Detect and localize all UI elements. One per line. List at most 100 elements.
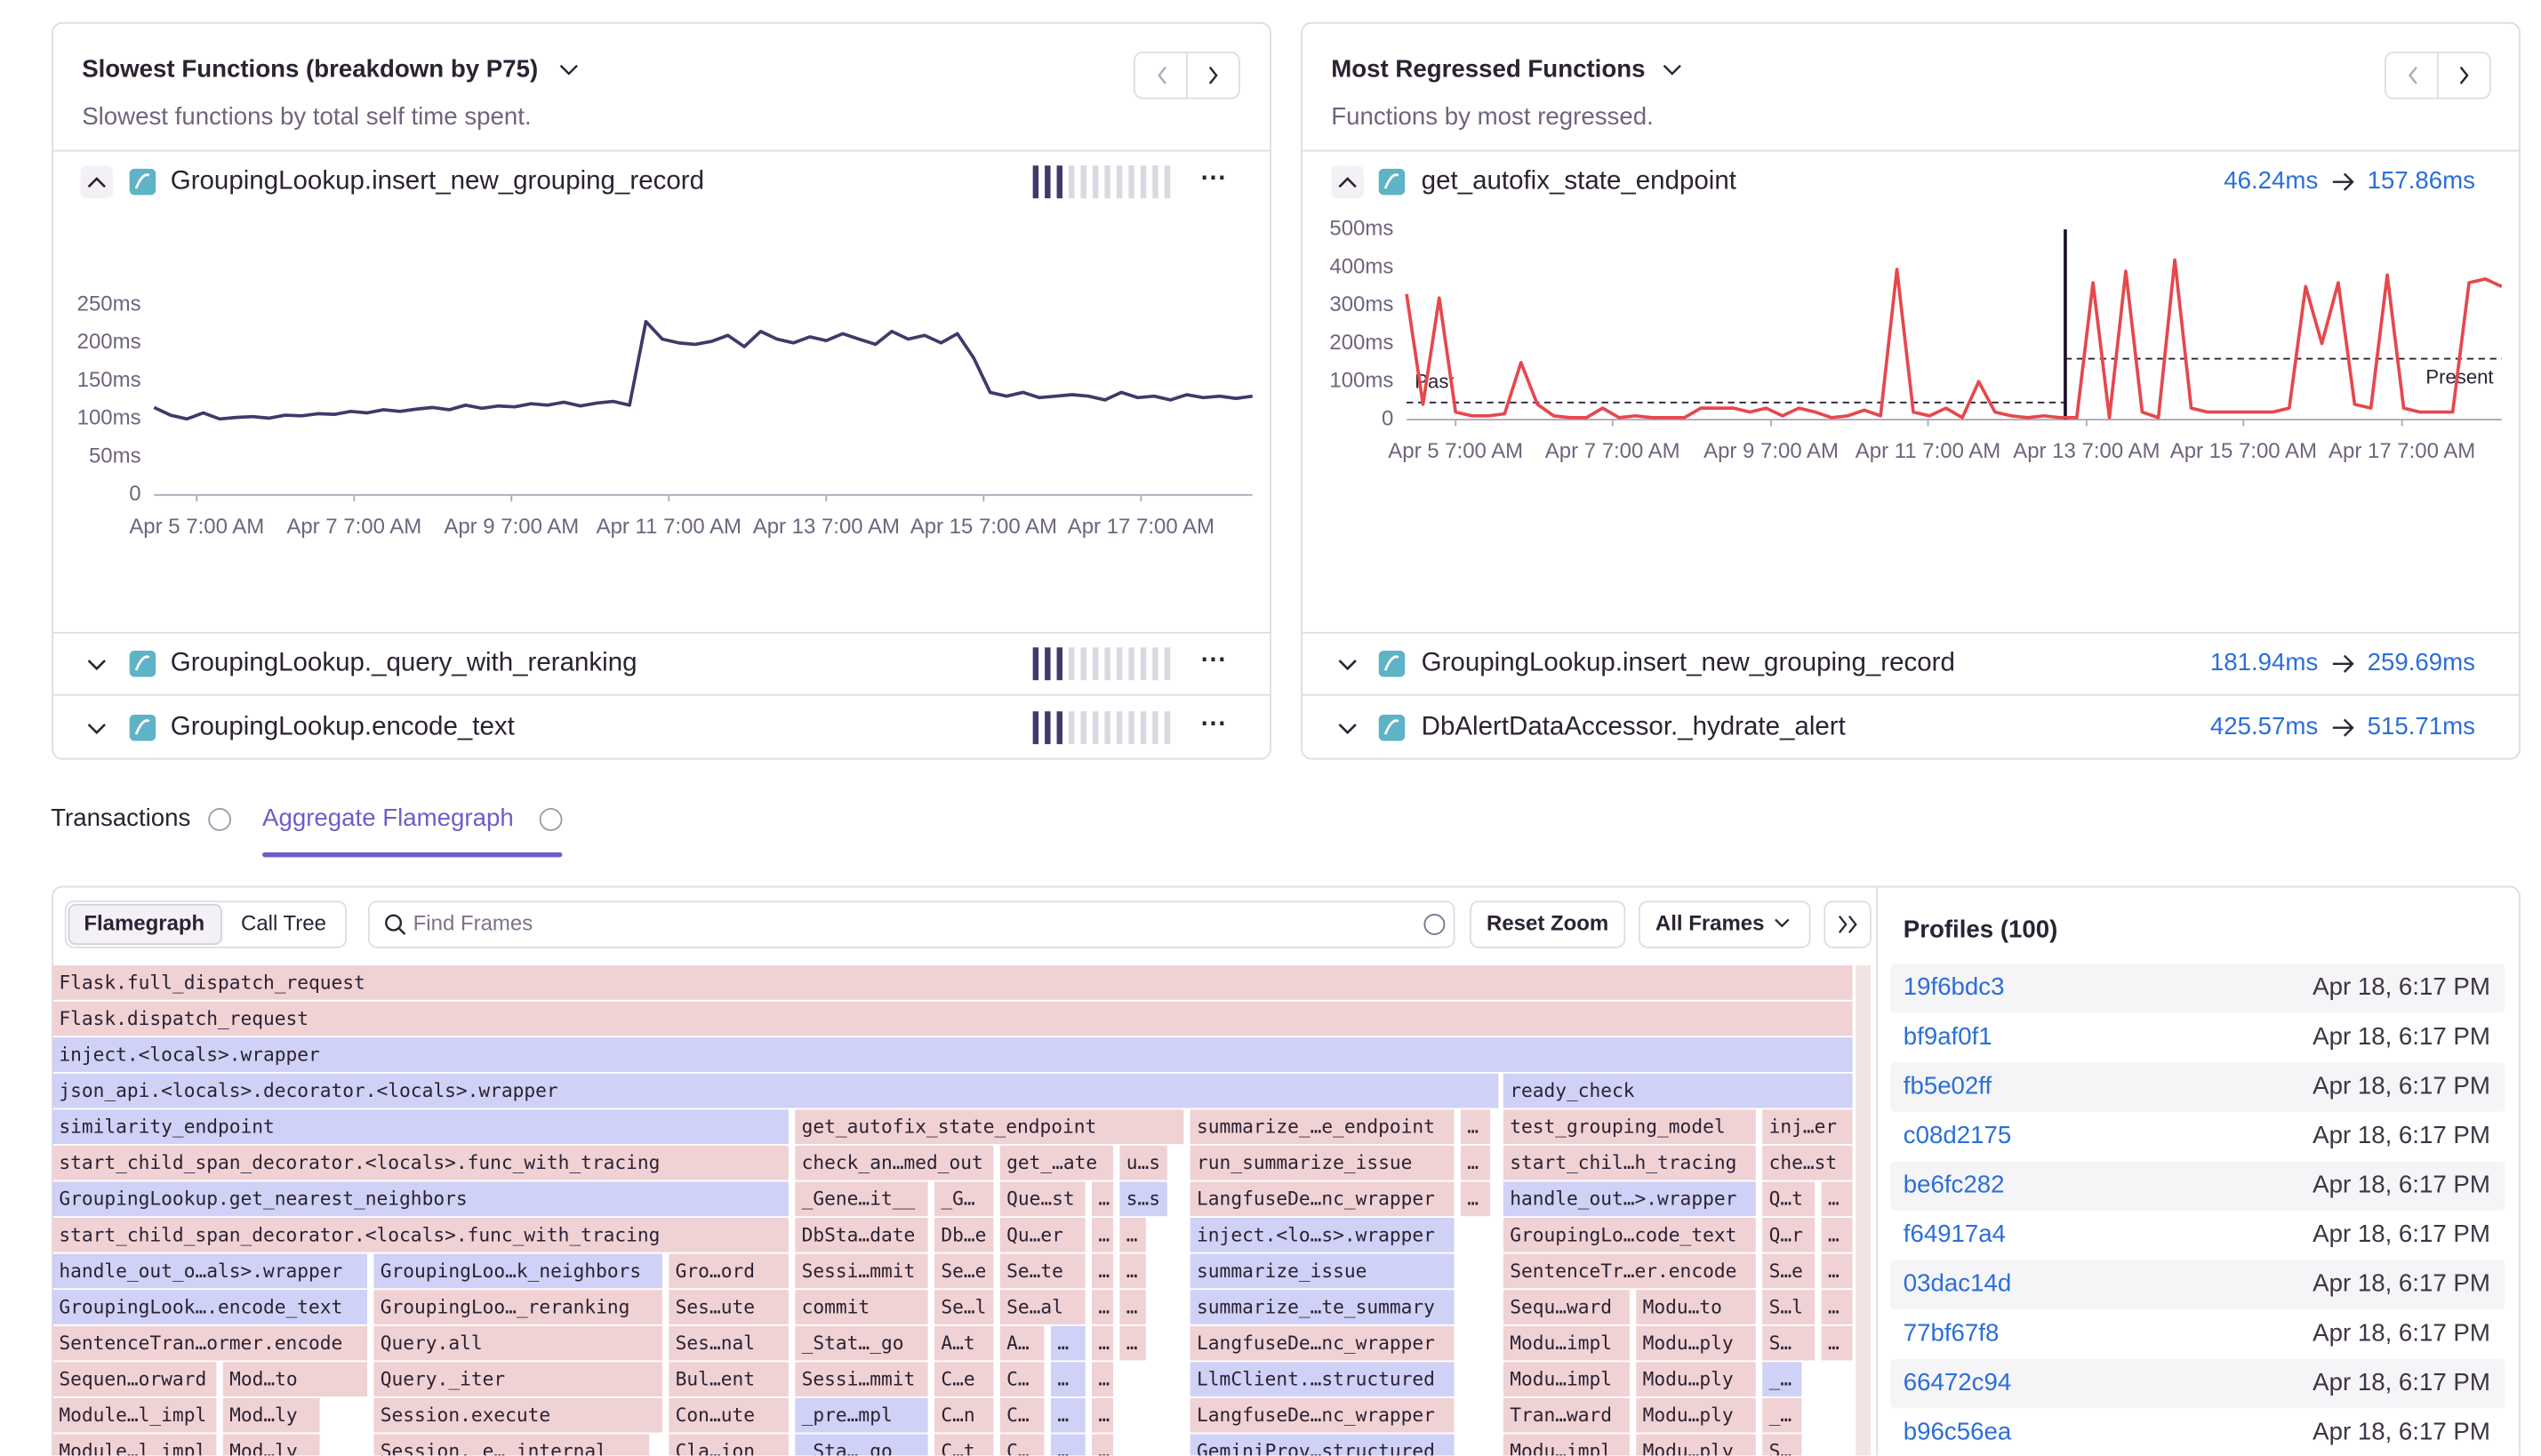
frame[interactable] — [1503, 1145, 1756, 1180]
frame[interactable] — [1050, 1325, 1086, 1361]
frame[interactable] — [1821, 1325, 1853, 1361]
frame[interactable] — [1119, 1325, 1146, 1361]
frame[interactable] — [1092, 1434, 1114, 1456]
info-icon[interactable] — [1423, 913, 1446, 935]
frame[interactable] — [999, 1325, 1045, 1361]
frame[interactable] — [1636, 1397, 1756, 1433]
frame[interactable] — [1821, 1290, 1853, 1324]
frame[interactable] — [1190, 1434, 1455, 1456]
frame[interactable] — [1762, 1290, 1816, 1324]
frame[interactable] — [1050, 1362, 1086, 1397]
frame[interactable] — [373, 1434, 650, 1456]
frame[interactable] — [1190, 1290, 1455, 1324]
frame[interactable] — [1190, 1253, 1455, 1289]
prev-button[interactable] — [1158, 66, 1166, 84]
frame[interactable] — [1119, 1290, 1146, 1324]
frame[interactable] — [1762, 1253, 1816, 1289]
frame[interactable] — [1503, 1362, 1630, 1397]
more-menu[interactable]: ⋯ — [1200, 708, 1227, 738]
frame[interactable] — [795, 1325, 928, 1361]
frame[interactable] — [1636, 1325, 1756, 1361]
collapse-row[interactable] — [1338, 177, 1357, 188]
next-button[interactable] — [1208, 66, 1218, 84]
profile-id[interactable]: 03dac14d — [1904, 1269, 2011, 1297]
toggle-active[interactable] — [68, 903, 222, 946]
profile-id[interactable]: 77bf67f8 — [1904, 1318, 2000, 1346]
toggle-button[interactable]: Call Tree — [241, 911, 326, 935]
frame[interactable] — [1503, 1397, 1630, 1433]
frame[interactable] — [1092, 1362, 1114, 1397]
frame[interactable] — [1119, 1181, 1167, 1217]
frame[interactable] — [669, 1290, 789, 1324]
frame[interactable] — [1503, 1073, 1853, 1108]
tab-active[interactable]: Aggregate Flamegraph — [262, 804, 514, 831]
frame[interactable] — [1762, 1325, 1816, 1361]
profile-id[interactable]: c08d2175 — [1904, 1121, 2011, 1148]
collapse-row[interactable] — [87, 177, 106, 188]
frame[interactable] — [1762, 1397, 1802, 1433]
frame[interactable] — [934, 1434, 994, 1456]
frame[interactable] — [795, 1181, 928, 1217]
frame[interactable] — [1190, 1109, 1455, 1145]
frame[interactable] — [1762, 1145, 1853, 1180]
frame[interactable] — [1119, 1253, 1146, 1289]
frame[interactable] — [1050, 1397, 1086, 1433]
frame[interactable] — [795, 1397, 928, 1433]
frame[interactable] — [373, 1253, 662, 1289]
frame[interactable] — [1762, 1181, 1816, 1217]
frame[interactable] — [795, 1253, 928, 1289]
frame[interactable] — [795, 1434, 928, 1456]
frame[interactable] — [934, 1253, 994, 1289]
frame[interactable] — [795, 1290, 928, 1324]
frame[interactable] — [795, 1145, 994, 1180]
frame[interactable] — [1762, 1218, 1816, 1252]
more-menu[interactable]: ⋯ — [1200, 163, 1227, 192]
frame[interactable] — [999, 1253, 1086, 1289]
profile-id[interactable]: b96c56ea — [1904, 1418, 2012, 1445]
frame[interactable] — [1503, 1109, 1756, 1145]
dropdown-icon[interactable] — [1663, 64, 1681, 76]
frame[interactable] — [1050, 1434, 1086, 1456]
frame[interactable] — [52, 1325, 368, 1361]
frame[interactable] — [52, 1145, 789, 1180]
frame[interactable] — [934, 1397, 994, 1433]
frame[interactable] — [1460, 1145, 1491, 1180]
frame[interactable] — [999, 1397, 1045, 1433]
frame[interactable] — [1190, 1218, 1455, 1252]
profile-id[interactable]: 19f6bdc3 — [1904, 972, 2005, 1000]
frame[interactable] — [795, 1109, 1184, 1145]
frame[interactable] — [52, 1290, 368, 1324]
frame[interactable] — [1119, 1218, 1146, 1252]
frame[interactable] — [934, 1290, 994, 1324]
card-title[interactable]: Most Regressed Functions — [1331, 55, 1645, 83]
profile-id[interactable]: be6fc282 — [1904, 1171, 2005, 1198]
frame[interactable] — [52, 1001, 1853, 1036]
frame[interactable] — [52, 1181, 789, 1217]
frame[interactable] — [1503, 1325, 1630, 1361]
card-title[interactable]: Slowest Functions (breakdown by P75) — [82, 55, 538, 83]
frame[interactable] — [795, 1218, 928, 1252]
frame[interactable] — [52, 1434, 217, 1456]
frame[interactable] — [999, 1218, 1086, 1252]
frame[interactable] — [1503, 1253, 1756, 1289]
expand-row[interactable] — [1338, 660, 1357, 671]
frame[interactable] — [1190, 1362, 1455, 1397]
help-icon[interactable] — [208, 808, 231, 831]
frame[interactable] — [1503, 1290, 1630, 1324]
frame[interactable] — [1636, 1290, 1756, 1324]
frame[interactable] — [52, 1218, 789, 1252]
profile-id[interactable]: f64917a4 — [1904, 1220, 2006, 1247]
frame[interactable] — [52, 1397, 217, 1433]
button-label[interactable]: Reset Zoom — [1487, 911, 1608, 935]
profile-id[interactable]: 66472c94 — [1904, 1368, 2011, 1396]
frame[interactable] — [222, 1434, 320, 1456]
frame[interactable] — [1503, 1181, 1756, 1217]
expand-row[interactable] — [1338, 724, 1357, 735]
more-menu[interactable]: ⋯ — [1200, 644, 1227, 674]
frame[interactable] — [1503, 1434, 1630, 1456]
frame[interactable] — [1636, 1434, 1756, 1456]
frame[interactable] — [1092, 1290, 1114, 1324]
frame[interactable] — [999, 1290, 1086, 1324]
frame[interactable] — [1092, 1325, 1114, 1361]
frame[interactable] — [373, 1325, 662, 1361]
